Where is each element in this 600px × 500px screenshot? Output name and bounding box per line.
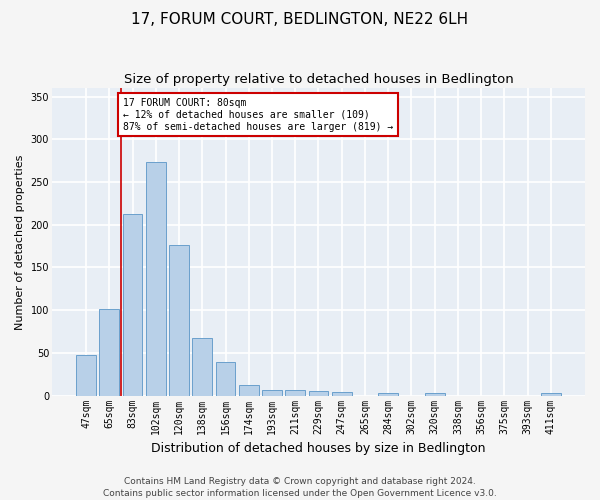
Bar <box>425 393 445 396</box>
Bar <box>286 390 305 396</box>
Bar <box>193 338 212 396</box>
Bar <box>169 246 189 396</box>
Bar <box>146 162 166 396</box>
Bar <box>215 362 235 396</box>
Text: Contains HM Land Registry data © Crown copyright and database right 2024.
Contai: Contains HM Land Registry data © Crown c… <box>103 476 497 498</box>
Bar <box>379 393 398 396</box>
Bar <box>100 310 119 396</box>
Y-axis label: Number of detached properties: Number of detached properties <box>15 154 25 330</box>
Bar <box>239 384 259 396</box>
Bar <box>541 393 561 396</box>
Title: Size of property relative to detached houses in Bedlington: Size of property relative to detached ho… <box>124 72 514 86</box>
Bar <box>262 390 282 396</box>
Text: 17 FORUM COURT: 80sqm
← 12% of detached houses are smaller (109)
87% of semi-det: 17 FORUM COURT: 80sqm ← 12% of detached … <box>123 98 394 132</box>
Bar <box>332 392 352 396</box>
X-axis label: Distribution of detached houses by size in Bedlington: Distribution of detached houses by size … <box>151 442 486 455</box>
Bar <box>308 390 328 396</box>
Text: 17, FORUM COURT, BEDLINGTON, NE22 6LH: 17, FORUM COURT, BEDLINGTON, NE22 6LH <box>131 12 469 28</box>
Bar <box>122 214 142 396</box>
Bar <box>76 356 96 396</box>
